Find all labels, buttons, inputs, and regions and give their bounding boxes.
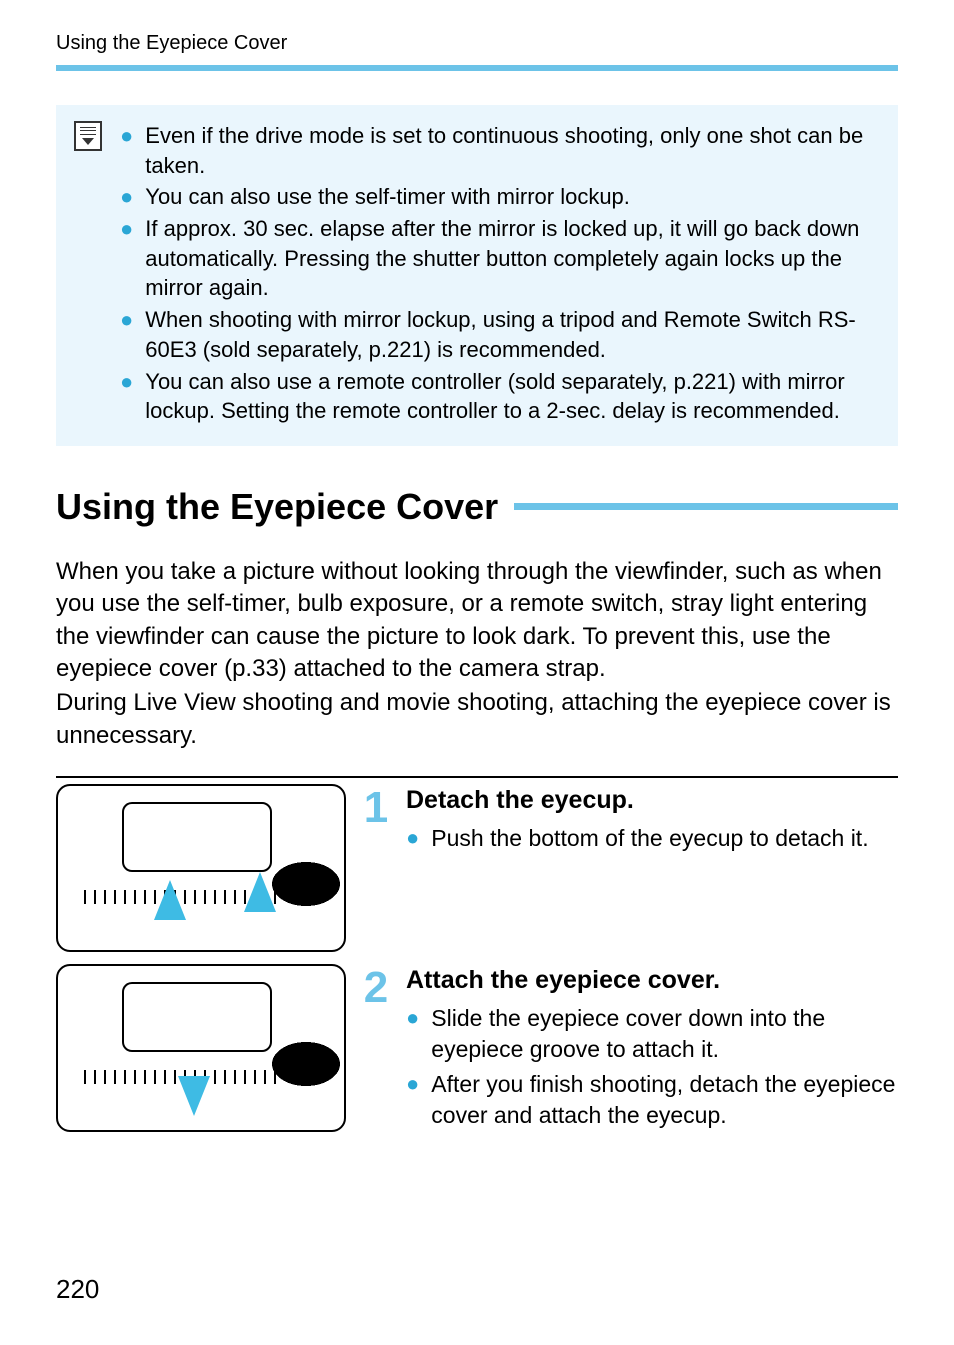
step-point-text: After you finish shooting, detach the ey…: [431, 1069, 898, 1131]
note-item: ● You can also use a remote controller (…: [120, 367, 880, 426]
arrow-up-icon: [244, 872, 276, 912]
step-row: 1 Detach the eyecup. ● Push the bottom o…: [56, 784, 898, 952]
step-illustration: [56, 784, 346, 952]
arrow-down-icon: [178, 1076, 210, 1116]
note-text: When shooting with mirror lockup, using …: [145, 305, 880, 364]
note-item: ● When shooting with mirror lockup, usin…: [120, 305, 880, 364]
bullet-icon: ●: [120, 305, 133, 335]
note-text: If approx. 30 sec. elapse after the mirr…: [145, 214, 880, 303]
step-illustration: [56, 964, 346, 1132]
step-point-text: Slide the eyepiece cover down into the e…: [431, 1003, 898, 1065]
note-text: You can also use the self-timer with mir…: [145, 182, 880, 212]
step-title: Detach the eyecup.: [406, 786, 898, 815]
note-item: ● Even if the drive mode is set to conti…: [120, 121, 880, 180]
bullet-icon: ●: [120, 214, 133, 244]
note-text: You can also use a remote controller (so…: [145, 367, 880, 426]
bullet-icon: ●: [406, 1069, 419, 1099]
bullet-icon: ●: [406, 823, 419, 853]
bullet-icon: ●: [120, 367, 133, 397]
step-number: 1: [360, 786, 392, 830]
note-item: ● You can also use the self-timer with m…: [120, 182, 880, 212]
step-row: 2 Attach the eyepiece cover. ● Slide the…: [56, 964, 898, 1135]
note-text: Even if the drive mode is set to continu…: [145, 121, 880, 180]
header-rule: [56, 65, 898, 71]
steps-divider: [56, 776, 898, 778]
step-title: Attach the eyepiece cover.: [406, 966, 898, 995]
intro-paragraph: During Live View shooting and movie shoo…: [56, 687, 898, 752]
arrow-up-icon: [154, 880, 186, 920]
step-point: ● After you finish shooting, detach the …: [406, 1069, 898, 1131]
intro-paragraph: When you take a picture without looking …: [56, 556, 898, 686]
running-head: Using the Eyepiece Cover: [56, 32, 898, 55]
intro-block: When you take a picture without looking …: [56, 556, 898, 752]
step-point: ● Push the bottom of the eyecup to detac…: [406, 823, 898, 854]
page-number: 220: [56, 1274, 99, 1305]
note-list: ● Even if the drive mode is set to conti…: [120, 121, 880, 428]
note-box: ● Even if the drive mode is set to conti…: [56, 105, 898, 446]
step-point: ● Slide the eyepiece cover down into the…: [406, 1003, 898, 1065]
notes-icon: [74, 121, 102, 151]
bullet-icon: ●: [120, 121, 133, 151]
note-item: ● If approx. 30 sec. elapse after the mi…: [120, 214, 880, 303]
bullet-icon: ●: [406, 1003, 419, 1033]
bullet-icon: ●: [120, 182, 133, 212]
section-title: Using the Eyepiece Cover: [56, 486, 498, 528]
section-title-rule: [514, 503, 898, 510]
step-number: 2: [360, 966, 392, 1010]
step-point-text: Push the bottom of the eyecup to detach …: [431, 823, 868, 854]
